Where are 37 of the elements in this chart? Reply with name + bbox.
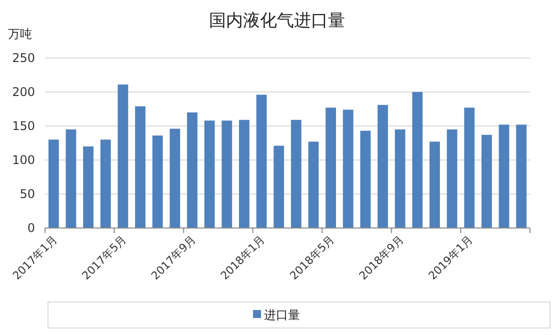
bar (135, 106, 146, 228)
y-tick-label: 50 (20, 187, 35, 201)
bar (394, 129, 406, 228)
bar (430, 142, 440, 228)
bar (170, 128, 180, 228)
bar (187, 112, 198, 228)
bar (360, 130, 371, 228)
bar (239, 120, 250, 228)
bar (256, 94, 267, 228)
bar (482, 134, 492, 228)
bar (48, 140, 59, 228)
bar (274, 146, 284, 228)
y-tick-label: 100 (12, 153, 35, 167)
bar (326, 108, 336, 228)
legend-label: 进口量 (264, 308, 300, 322)
bar (118, 84, 128, 228)
bar (378, 104, 388, 228)
bar (290, 120, 302, 228)
bar (100, 140, 111, 228)
bar (464, 108, 475, 228)
y-tick-label: 0 (27, 221, 35, 235)
bar (152, 136, 163, 228)
chart-title: 国内液化气进口量 (209, 11, 345, 31)
bar (222, 120, 232, 228)
y-axis-title: 万吨 (8, 27, 32, 41)
y-tick-label: 150 (12, 119, 35, 133)
bar (308, 142, 319, 228)
bar (412, 92, 423, 228)
y-tick-label: 250 (12, 51, 35, 65)
bar (516, 124, 527, 228)
bar (498, 124, 510, 228)
bar (204, 120, 215, 228)
bar (66, 129, 76, 228)
bar (83, 146, 94, 228)
bar (446, 129, 458, 228)
y-tick-label: 200 (12, 85, 35, 99)
bar (342, 110, 354, 228)
